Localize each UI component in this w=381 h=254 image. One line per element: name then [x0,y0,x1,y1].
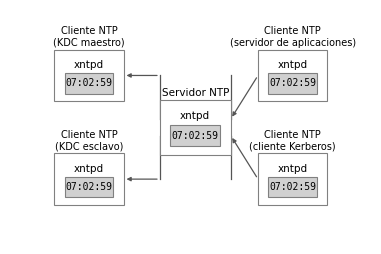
Text: Cliente NTP
(servidor de aplicaciones): Cliente NTP (servidor de aplicaciones) [230,26,356,48]
Text: xntpd: xntpd [180,111,210,121]
Text: Cliente NTP
(KDC maestro): Cliente NTP (KDC maestro) [53,26,125,48]
Text: xntpd: xntpd [74,164,104,174]
Bar [54,153,124,205]
Text: xntpd: xntpd [74,60,104,70]
Bar [269,73,317,94]
Text: xntpd: xntpd [278,60,308,70]
Bar [54,50,124,101]
Bar [160,100,231,155]
Text: Servidor NTP: Servidor NTP [162,88,229,98]
Bar [170,124,220,147]
Text: 07:02:59: 07:02:59 [66,182,112,192]
Text: 07:02:59: 07:02:59 [172,131,219,140]
Bar [65,177,113,197]
Bar [269,177,317,197]
Bar [258,153,327,205]
Text: 07:02:59: 07:02:59 [269,78,316,88]
Bar [65,73,113,94]
Text: 07:02:59: 07:02:59 [269,182,316,192]
Bar [258,50,327,101]
Text: 07:02:59: 07:02:59 [66,78,112,88]
Text: Cliente NTP
(KDC esclavo): Cliente NTP (KDC esclavo) [55,130,123,152]
Text: xntpd: xntpd [278,164,308,174]
Text: Cliente NTP
(cliente Kerberos): Cliente NTP (cliente Kerberos) [250,130,336,152]
